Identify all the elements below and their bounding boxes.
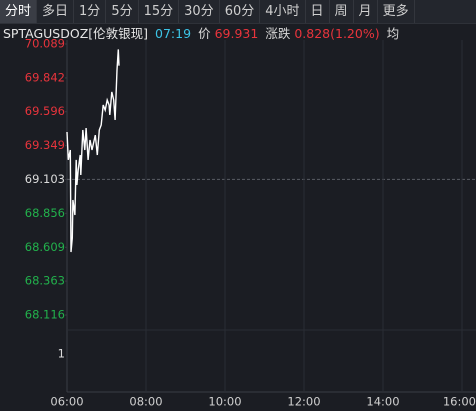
x-tick-label: 12:00 [287,395,320,409]
tab[interactable]: 周 [330,0,354,23]
tab[interactable]: 更多 [378,0,415,23]
avg-label: 均 [386,26,400,41]
tab[interactable]: 4小时 [260,0,306,23]
x-tick-label: 08:00 [129,395,162,409]
y-tick-label: 69.842 [25,70,65,84]
y-tick-label: 68.363 [25,274,65,288]
tab[interactable]: 30分 [179,0,220,23]
tab[interactable]: 日 [306,0,330,23]
y-tick-label: 69.349 [25,138,65,152]
price-label: 价 [198,26,211,41]
symbol: SPTAGUSDOZ[伦敦银现] [3,26,149,41]
tab[interactable]: 5分 [106,0,139,23]
price-line [66,49,120,253]
quote-header: SPTAGUSDOZ[伦敦银现] 07:19 价 69.931 涨跌 0.828(1.20… [3,24,476,44]
y-tick-label: 70.089 [25,37,65,51]
x-tick-label: 14:00 [366,395,399,409]
y-tick-label: 68.116 [25,308,65,322]
price: 69.931 [214,26,259,41]
y-tick-label: 68.609 [25,240,65,254]
y-tick-label: 69.103 [25,172,65,186]
tab[interactable]: 月 [354,0,378,23]
x-tick-label: 06:00 [50,395,83,409]
tab[interactable]: 分时 [0,0,38,23]
y-tick-label: 69.596 [25,104,65,118]
volume-tick-label: 1 [58,347,65,361]
tab[interactable]: 60分 [220,0,261,23]
tab[interactable]: 多日 [37,0,75,23]
x-tick-label: 16:00 [443,395,476,409]
y-tick-label: 68.856 [25,206,65,220]
tab[interactable]: 1分 [74,0,107,23]
tab-bar: 分时 多日 1分 5分 15分 30分 60分 4小时日周月更多 [0,0,476,24]
change: 0.828(1.20%) [294,26,380,41]
tab[interactable]: 15分 [139,0,180,23]
change-label: 涨跌 [265,26,291,41]
time: 07:19 [155,26,192,41]
x-tick-label: 10:00 [208,395,241,409]
